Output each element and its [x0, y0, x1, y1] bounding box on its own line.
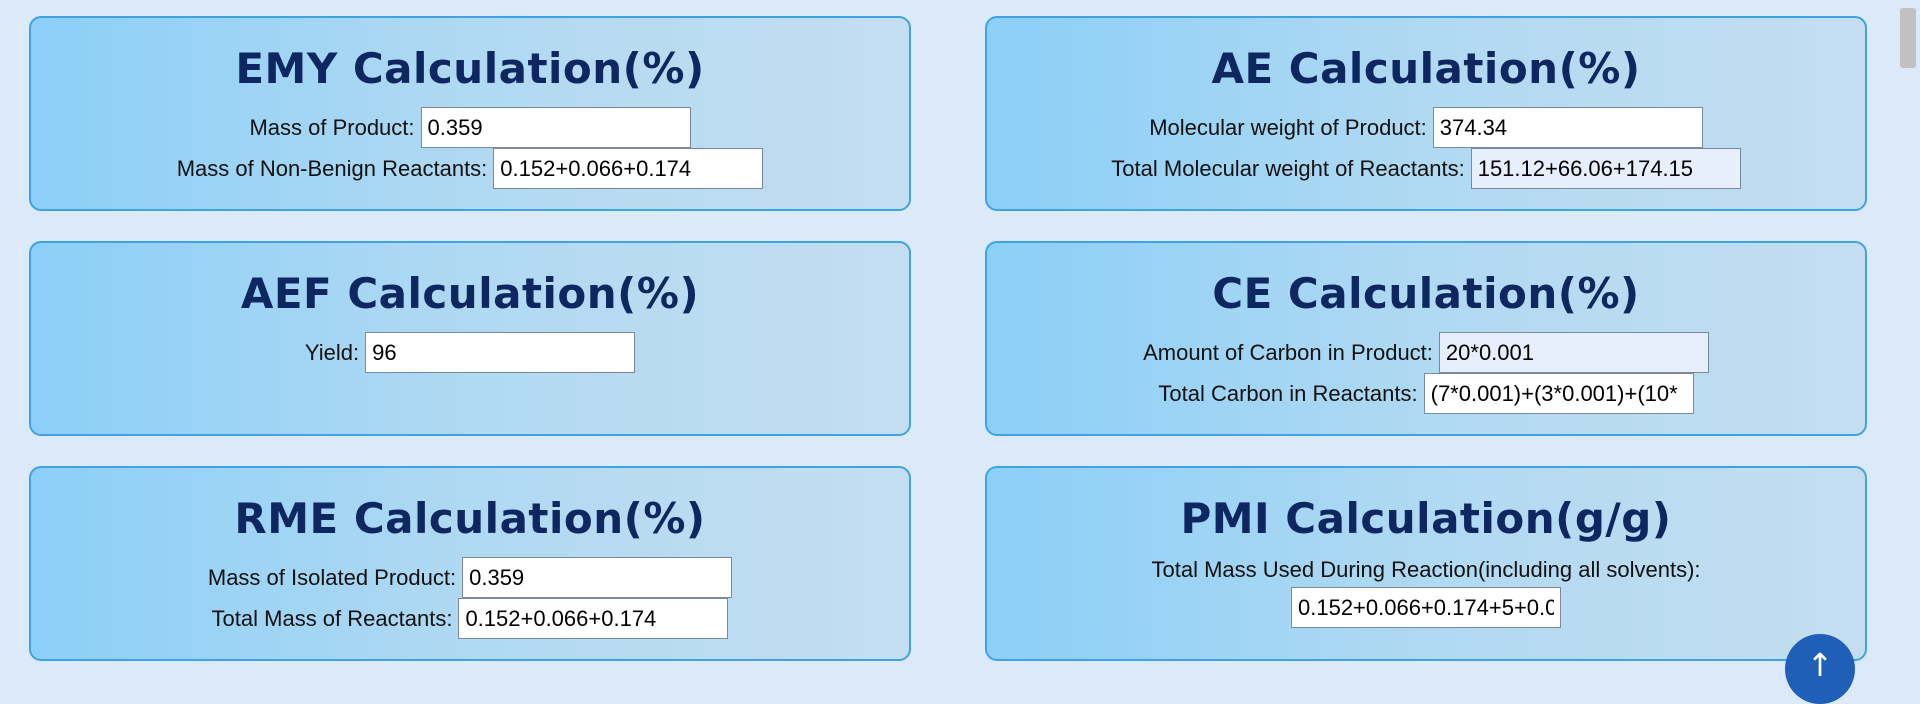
rme-reactants-label: Total Mass of Reactants: — [211, 605, 453, 631]
emy-product-label: Mass of Product: — [249, 114, 415, 140]
pmi-mass-row: Total Mass Used During Reaction(includin… — [987, 557, 1865, 628]
emy-reactants-row: Mass of Non-Benign Reactants: — [31, 148, 909, 189]
ce-reactants-input[interactable] — [1423, 373, 1694, 414]
ae-title: AE Calculation(%) — [1211, 44, 1641, 93]
ae-reactants-input[interactable] — [1470, 148, 1741, 189]
ae-product-input[interactable] — [1432, 107, 1703, 148]
pmi-title: PMI Calculation(g/g) — [1180, 494, 1672, 543]
emy-product-row: Mass of Product: — [31, 107, 909, 148]
emy-card: EMY Calculation(%) Mass of Product: Mass… — [29, 16, 911, 211]
rme-title: RME Calculation(%) — [234, 494, 706, 543]
emy-reactants-label: Mass of Non-Benign Reactants: — [176, 155, 488, 181]
aef-title: AEF Calculation(%) — [240, 269, 700, 318]
rme-product-label: Mass of Isolated Product: — [207, 564, 457, 590]
ae-card: AE Calculation(%) Molecular weight of Pr… — [985, 16, 1867, 211]
emy-product-input[interactable] — [420, 107, 691, 148]
arrow-up-icon: ↑ — [1806, 646, 1834, 684]
page-scrollbar[interactable] — [1896, 0, 1920, 681]
ae-reactants-label: Total Molecular weight of Reactants: — [1111, 155, 1465, 181]
ce-card: CE Calculation(%) Amount of Carbon in Pr… — [985, 241, 1867, 436]
rme-reactants-input[interactable] — [458, 598, 729, 639]
emy-reactants-input[interactable] — [493, 148, 764, 189]
ae-product-label: Molecular weight of Product: — [1149, 114, 1427, 140]
rme-product-row: Mass of Isolated Product: — [31, 557, 909, 598]
ce-product-label: Amount of Carbon in Product: — [1143, 339, 1433, 365]
ce-product-input[interactable] — [1438, 332, 1709, 373]
pmi-card: PMI Calculation(g/g) Total Mass Used Dur… — [985, 466, 1867, 661]
aef-yield-row: Yield: — [31, 332, 909, 373]
ae-reactants-row: Total Molecular weight of Reactants: — [987, 148, 1865, 189]
scroll-to-top-button[interactable]: ↑ — [1785, 634, 1855, 704]
rme-card: RME Calculation(%) Mass of Isolated Prod… — [29, 466, 911, 661]
aef-card: AEF Calculation(%) Yield: — [29, 241, 911, 436]
ce-reactants-row: Total Carbon in Reactants: — [987, 373, 1865, 414]
aef-yield-label: Yield: — [304, 339, 360, 365]
rme-reactants-row: Total Mass of Reactants: — [31, 598, 909, 639]
aef-yield-input[interactable] — [365, 332, 636, 373]
ae-product-row: Molecular weight of Product: — [987, 107, 1865, 148]
rme-product-input[interactable] — [462, 557, 733, 598]
pmi-mass-label: Total Mass Used During Reaction(includin… — [1151, 557, 1701, 582]
emy-title: EMY Calculation(%) — [235, 44, 705, 93]
ce-reactants-label: Total Carbon in Reactants: — [1158, 380, 1418, 406]
pmi-mass-input[interactable] — [1291, 587, 1561, 628]
ce-title: CE Calculation(%) — [1212, 269, 1640, 318]
ce-product-row: Amount of Carbon in Product: — [987, 332, 1865, 373]
scrollbar-thumb[interactable] — [1900, 8, 1916, 68]
